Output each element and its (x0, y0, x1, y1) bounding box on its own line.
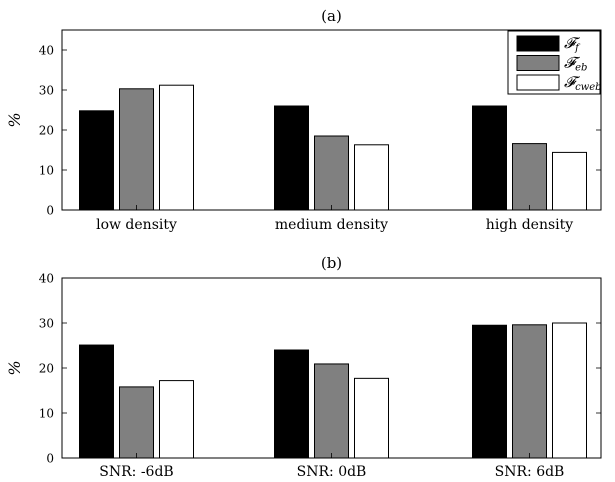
y-tick-label: 10 (39, 407, 54, 421)
x-tick-label: low density (96, 217, 177, 233)
bar-s1-low-density (79, 110, 114, 211)
bar-s2-medium-density (314, 135, 349, 211)
y-axis-label: % (5, 360, 24, 375)
bar-s3-snr-0db (354, 377, 389, 459)
y-tick-label: 30 (39, 317, 54, 331)
bar-s3-snr-6db (552, 322, 587, 459)
y-tick-label: 40 (39, 272, 54, 286)
bar-s2-low-density (119, 88, 154, 211)
plot-frame (61, 277, 602, 459)
panel-a: (a)% 0 10 20 30 40 low density medium density hi… (5, 7, 602, 233)
x-tick-label: high density (486, 217, 573, 233)
y-tick-label: 30 (39, 84, 54, 98)
bar-s1-snr-6db (79, 344, 114, 459)
bar-s2-snr-6db (512, 324, 547, 459)
bar-s1-medium-density (274, 105, 309, 211)
panel-b: (b)% 0 10 20 30 40 SNR: -6dB SNR: 0dB SNR: 6dB (5, 254, 602, 480)
y-axis-label: % (5, 112, 24, 127)
chart-title: (a) (321, 7, 342, 25)
bar-s2-snr-6db (119, 386, 154, 459)
bar-s3-low-density (159, 84, 194, 211)
plot-frame (61, 29, 602, 211)
legend-swatch-3 (516, 74, 560, 91)
bar-s1-snr-0db (274, 349, 309, 459)
y-tick-label: 10 (39, 164, 54, 178)
bar-s2-high-density (512, 143, 547, 211)
bar-s1-snr-6db (472, 324, 507, 459)
y-tick-label: 20 (39, 362, 54, 376)
y-tick-label: 0 (46, 452, 54, 466)
bar-s3-high-density (552, 151, 587, 211)
x-tick-label: SNR: 6dB (495, 464, 565, 480)
x-tick-label: SNR: 0dB (297, 464, 367, 480)
bar-s1-high-density (472, 105, 507, 211)
y-tick-label: 40 (39, 44, 54, 58)
y-tick-label: 0 (46, 204, 54, 218)
bar-s3-medium-density (354, 144, 389, 211)
x-tick-label: medium density (275, 217, 388, 233)
legend-swatch-1 (516, 35, 560, 52)
chart-title: (b) (321, 254, 342, 272)
x-tick-label: SNR: -6dB (99, 464, 173, 480)
legend-swatch-2 (516, 55, 560, 71)
bar-s2-snr-0db (314, 363, 349, 459)
y-tick-label: 20 (39, 124, 54, 138)
bar-s3-snr-6db (159, 380, 194, 459)
